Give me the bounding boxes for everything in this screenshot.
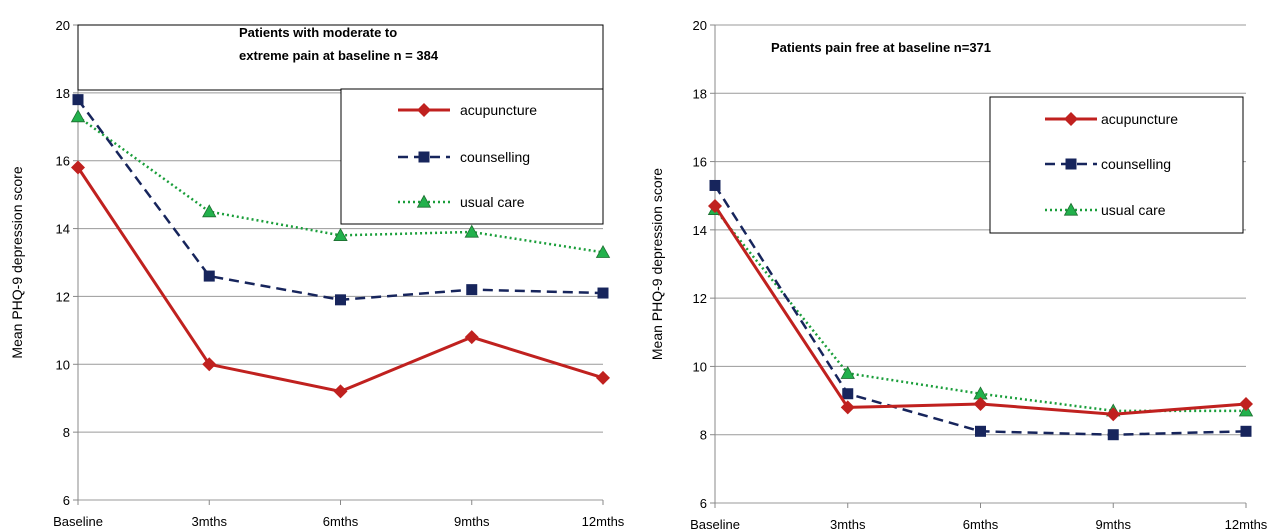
y-tick-label: 20 xyxy=(693,18,707,33)
series-acupuncture xyxy=(708,198,1253,422)
legend-label: counselling xyxy=(1101,156,1171,172)
chart-title-line: Patients pain free at baseline n=371 xyxy=(771,40,991,55)
data-point xyxy=(1106,407,1121,422)
legend-swatch-marker xyxy=(418,151,430,163)
chart-title-line: extreme pain at baseline n = 384 xyxy=(239,48,439,63)
x-tick-label: 9mths xyxy=(1096,517,1132,530)
x-tick-label: 3mths xyxy=(830,517,866,530)
legend-label: acupuncture xyxy=(1101,111,1178,127)
y-tick-label: 16 xyxy=(56,154,70,169)
data-point xyxy=(596,370,610,385)
series-counselling xyxy=(72,94,609,306)
x-tick-label: 12mths xyxy=(1225,517,1268,530)
legend-swatch-marker xyxy=(416,194,432,208)
data-point xyxy=(595,244,611,258)
y-axis-title: Mean PHQ-9 depression score xyxy=(649,168,665,360)
y-tick-label: 8 xyxy=(63,425,70,440)
legend-label: acupuncture xyxy=(460,102,537,118)
data-point xyxy=(1239,396,1253,411)
legend: acupuncture counselling usual care xyxy=(989,96,1244,234)
y-tick-label: 20 xyxy=(56,18,70,33)
data-point xyxy=(464,224,479,238)
legend-label: usual care xyxy=(1101,202,1166,218)
data-point xyxy=(333,228,348,241)
data-point xyxy=(335,294,346,306)
data-point xyxy=(464,330,479,345)
data-point xyxy=(70,109,86,123)
data-point xyxy=(840,400,855,415)
x-tick-label: 12mths xyxy=(582,514,625,529)
y-tick-label: 14 xyxy=(56,222,70,237)
legend-swatch-marker xyxy=(417,103,431,117)
x-tick-label: 6mths xyxy=(323,514,359,529)
x-tick-label: 3mths xyxy=(192,514,228,529)
chart-right: 6 8 10 12 14 16 18 20 Baseline 3mths 6mths 9mths 12m… xyxy=(649,18,1268,530)
x-tick-label: Baseline xyxy=(53,514,103,529)
y-tick-label: 8 xyxy=(700,428,707,443)
x-tick-label: Baseline xyxy=(690,517,740,530)
legend-swatch-marker xyxy=(1064,112,1078,126)
y-tick-label: 14 xyxy=(693,223,707,238)
data-point xyxy=(973,396,988,411)
series-usual-care xyxy=(707,202,1254,417)
legend-label: usual care xyxy=(460,194,525,210)
legend-swatch-marker xyxy=(1063,202,1079,216)
legend-label: counselling xyxy=(460,149,530,165)
y-tick-label: 6 xyxy=(700,496,707,511)
legend: acupuncture counselling usual care xyxy=(340,88,604,225)
legend-swatch-marker xyxy=(1065,158,1077,170)
chart-title-line: Patients with moderate to xyxy=(239,25,397,40)
legend-box xyxy=(340,88,604,225)
x-tick-label: 9mths xyxy=(454,514,490,529)
data-point xyxy=(466,284,478,296)
series-acupuncture xyxy=(71,160,610,399)
y-tick-label: 18 xyxy=(693,86,707,101)
y-tick-label: 12 xyxy=(693,291,707,306)
y-tick-label: 6 xyxy=(63,493,70,508)
series-counselling xyxy=(709,179,1252,441)
y-tick-label: 18 xyxy=(56,86,70,101)
y-tick-label: 10 xyxy=(693,359,707,374)
data-point xyxy=(202,204,217,218)
x-tick-label: 6mths xyxy=(963,517,999,530)
y-tick-label: 12 xyxy=(56,289,70,304)
data-point xyxy=(333,384,348,399)
data-point xyxy=(1240,425,1252,437)
data-point xyxy=(203,270,215,282)
data-point xyxy=(597,287,609,299)
data-point xyxy=(975,425,986,437)
data-point xyxy=(840,365,855,379)
y-axis-title: Mean PHQ-9 depression score xyxy=(9,166,25,358)
data-point xyxy=(71,160,85,175)
data-point xyxy=(1107,429,1119,441)
y-tick-label: 10 xyxy=(56,357,70,372)
series-usual-care xyxy=(70,109,611,258)
data-point xyxy=(72,94,84,106)
data-point xyxy=(709,179,721,191)
data-point xyxy=(842,388,854,400)
chart-left: 6 8 10 12 14 16 18 20 Baseline 3mths 6mths 9mths 12m… xyxy=(9,18,625,529)
legend-box xyxy=(989,96,1244,234)
y-tick-label: 16 xyxy=(693,155,707,170)
data-point xyxy=(202,357,217,372)
data-point xyxy=(708,198,722,213)
